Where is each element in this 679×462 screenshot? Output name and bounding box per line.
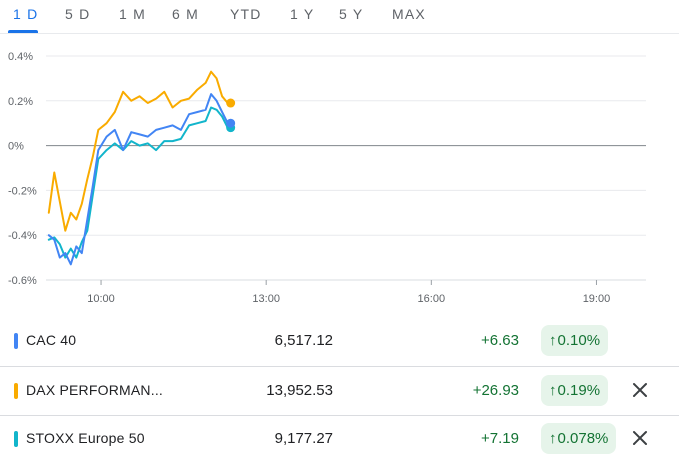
y-tick-label: 0.2% — [8, 96, 33, 108]
arrow-up-icon: ↑ — [549, 332, 557, 349]
quote-row-cac40[interactable]: CAC 40 6,517.12 +6.63 ↑0.10% — [0, 316, 679, 364]
index-name: STOXX Europe 50 — [26, 430, 145, 446]
tab-1d[interactable]: 1 D — [13, 6, 39, 22]
index-change: +7.19 — [481, 430, 519, 447]
y-tick-label: -0.4% — [8, 230, 37, 242]
percent-change-badge: ↑0.19% — [541, 375, 609, 406]
tabs-divider — [0, 33, 679, 34]
y-tick-label: -0.6% — [8, 275, 37, 287]
percent-change-value: 0.078% — [557, 430, 609, 447]
series-lines — [47, 70, 236, 266]
close-icon[interactable] — [630, 380, 650, 400]
y-tick-label: 0.4% — [8, 51, 33, 63]
x-tick-label: 10:00 — [87, 293, 115, 305]
tab-max[interactable]: MAX — [392, 6, 426, 22]
index-name: DAX PERFORMAN... — [26, 382, 163, 398]
row-divider — [0, 366, 679, 367]
quote-row-dax[interactable]: DAX PERFORMAN... 13,952.53 +26.93 ↑0.19% — [0, 366, 679, 414]
index-price: 13,952.53 — [266, 382, 333, 399]
y-tick-label: -0.2% — [8, 185, 37, 197]
series-color-swatch — [14, 333, 18, 349]
index-name: CAC 40 — [26, 332, 77, 348]
row-divider — [0, 415, 679, 416]
x-tick-label: 16:00 — [418, 293, 446, 305]
price-chart[interactable]: 0.4% 0.2% 0% -0.2% -0.4% -0.6% 10:00 13:00 16:00… — [0, 36, 679, 312]
series-line-0 — [47, 93, 229, 266]
tab-1m[interactable]: 1 M — [119, 6, 146, 22]
close-icon[interactable] — [630, 428, 650, 448]
time-range-tabs: 1 D 5 D 1 M 6 M YTD 1 Y 5 Y MAX — [0, 0, 679, 36]
percent-change-value: 0.19% — [557, 382, 601, 399]
tab-5y[interactable]: 5 Y — [339, 6, 364, 22]
y-tick-label: 0% — [8, 141, 24, 153]
arrow-up-icon: ↑ — [549, 430, 557, 447]
x-tick-label: 19:00 — [583, 293, 611, 305]
tab-1y[interactable]: 1 Y — [290, 6, 315, 22]
series-end-point — [226, 118, 236, 128]
series-end-point — [226, 98, 236, 108]
series-color-swatch — [14, 431, 18, 447]
tab-5d[interactable]: 5 D — [65, 6, 91, 22]
percent-change-badge: ↑0.10% — [541, 325, 609, 356]
series-color-swatch — [14, 383, 18, 399]
active-tab-indicator — [8, 30, 38, 33]
tab-6m[interactable]: 6 M — [172, 6, 199, 22]
x-axis-ticks — [46, 279, 646, 285]
quote-row-stoxx[interactable]: STOXX Europe 50 9,177.27 +7.19 ↑0.078% — [0, 414, 679, 462]
percent-change-badge: ↑0.078% — [541, 423, 617, 454]
index-change: +26.93 — [472, 382, 519, 399]
arrow-up-icon: ↑ — [549, 382, 557, 399]
tab-ytd[interactable]: YTD — [230, 6, 262, 22]
series-line-2 — [47, 106, 229, 259]
x-tick-label: 13:00 — [252, 293, 280, 305]
series-line-1 — [47, 70, 229, 232]
percent-change-value: 0.10% — [557, 332, 601, 349]
index-price: 9,177.27 — [274, 430, 333, 447]
index-price: 6,517.12 — [274, 332, 333, 349]
index-change: +6.63 — [481, 332, 519, 349]
axis-labels: 0.4% 0.2% 0% -0.2% -0.4% -0.6% 10:00 13:00 16:00… — [8, 51, 610, 305]
grid-lines — [46, 55, 646, 281]
